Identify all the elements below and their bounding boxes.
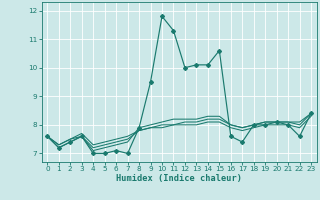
X-axis label: Humidex (Indice chaleur): Humidex (Indice chaleur)	[116, 174, 242, 183]
